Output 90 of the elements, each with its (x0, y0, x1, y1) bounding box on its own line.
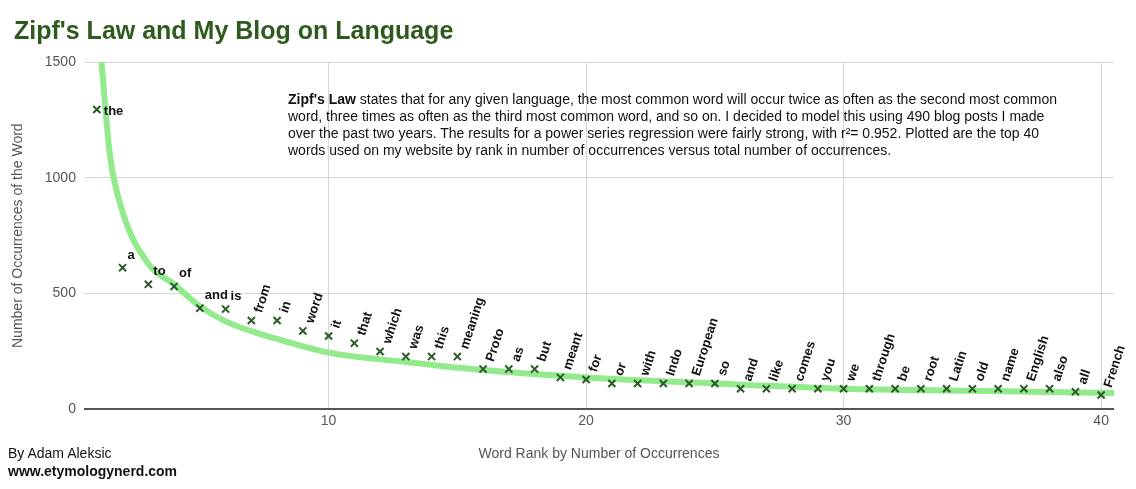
annotation: to (153, 263, 166, 279)
annotation: which (378, 305, 405, 347)
point (787, 384, 797, 394)
point (1045, 384, 1055, 394)
point (993, 384, 1003, 394)
annotation: you (816, 356, 839, 383)
y-tick-label: 1000 (44, 168, 77, 185)
point (478, 364, 488, 374)
y-tick-label: 0 (68, 400, 77, 417)
annotation: this (430, 324, 452, 351)
annotation: like (765, 357, 787, 383)
annotation: was (404, 322, 427, 352)
y-axis-title: Number of Occurrences of the Word (9, 123, 26, 348)
x-tick-label: 40 (1093, 411, 1110, 428)
annotation: Zipf's Law (288, 91, 356, 107)
annotation: so (713, 358, 733, 378)
annotation: word (301, 290, 326, 326)
point (298, 326, 308, 336)
point (942, 384, 952, 394)
annotation: be (894, 363, 914, 383)
point (967, 384, 977, 394)
point (246, 315, 256, 325)
annotation: a (127, 246, 136, 262)
text: By Adam Aleksic (8, 445, 112, 461)
annotation: meant (559, 329, 586, 372)
x-axis-title: Word Rank by Number of Occurrences (478, 445, 720, 462)
point (1070, 387, 1080, 397)
x-tick-label: 30 (835, 411, 852, 428)
point (607, 378, 617, 388)
point (349, 338, 359, 348)
annotation: French (1100, 343, 1128, 390)
annotation: name (997, 345, 1022, 383)
annotation: Latin (945, 348, 970, 383)
point (221, 304, 231, 314)
point (736, 384, 746, 394)
annotation: from (250, 282, 274, 315)
point (1096, 390, 1106, 400)
annotation: but (533, 338, 555, 364)
point (530, 364, 540, 374)
point (684, 378, 694, 388)
point (633, 378, 643, 388)
annotation: Proto (482, 326, 507, 364)
point (272, 315, 282, 325)
point (813, 384, 823, 394)
point (195, 303, 205, 313)
annotation: for (585, 352, 605, 374)
annotation: is (230, 288, 242, 304)
annotation: root (919, 353, 943, 383)
point (581, 374, 591, 385)
point (452, 352, 462, 362)
point (555, 372, 565, 382)
annotation: as (507, 344, 527, 364)
annotation: Indo (662, 346, 686, 378)
annotation: it (327, 317, 345, 331)
point (427, 352, 437, 362)
annotation: that (353, 309, 376, 338)
point (375, 346, 385, 357)
annotation: comes (791, 339, 819, 383)
point (504, 364, 514, 374)
annotation: and (204, 287, 228, 303)
annotation: or (610, 360, 630, 378)
x-tick-label: 20 (578, 411, 595, 428)
annotation: old (971, 359, 992, 383)
point (92, 104, 102, 115)
annotation: the (103, 103, 124, 119)
point (761, 384, 771, 394)
chart-title: Zipf's Law and My Blog on Language (14, 16, 454, 45)
x-tick-label: 10 (320, 411, 337, 428)
point (710, 378, 720, 388)
point (118, 263, 128, 273)
point (890, 384, 900, 394)
annotation: all (1074, 367, 1094, 386)
point (1019, 384, 1029, 394)
point (864, 384, 874, 394)
point (839, 384, 849, 394)
annotation: with (636, 348, 659, 379)
text: www.etymologynerd.com (8, 463, 178, 479)
point (401, 352, 411, 362)
point (658, 378, 668, 388)
annotation: and (739, 356, 762, 383)
point (143, 279, 153, 289)
point (916, 384, 926, 394)
point (324, 331, 334, 341)
annotation: also (1048, 353, 1071, 383)
y-tick-label: 1500 (44, 52, 77, 69)
annotation: we (842, 361, 863, 384)
annotation: of (179, 265, 193, 281)
point (169, 281, 179, 291)
annotation: in (276, 298, 294, 315)
y-tick-label: 500 (52, 284, 77, 301)
